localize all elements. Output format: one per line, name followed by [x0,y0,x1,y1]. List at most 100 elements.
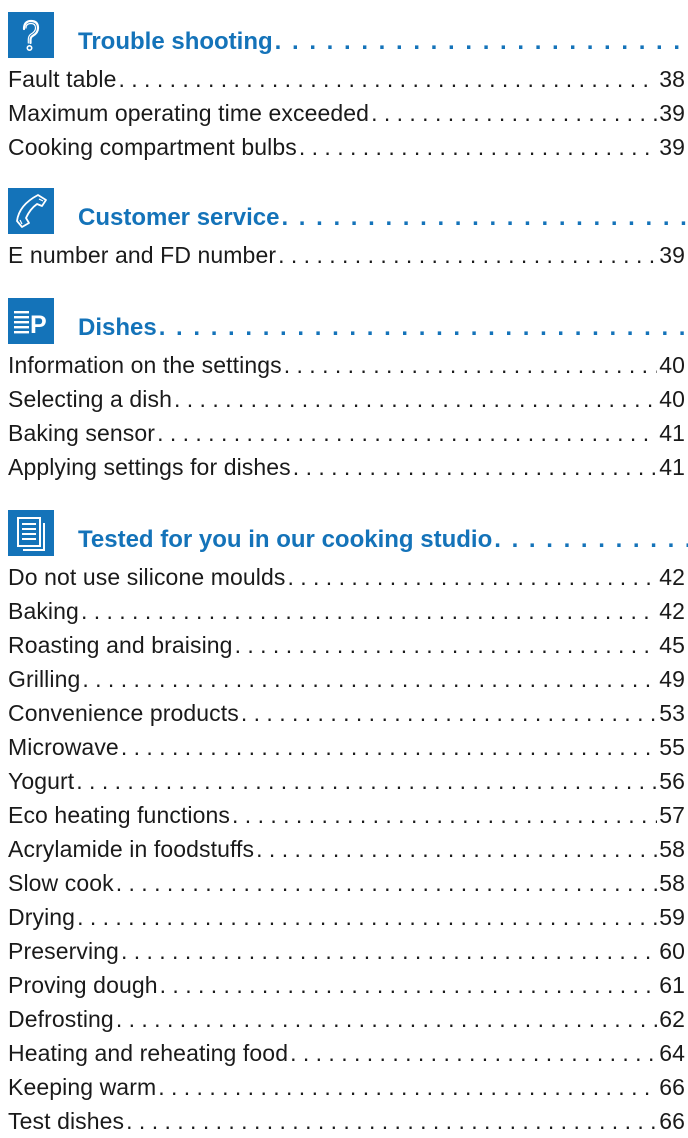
toc-entry[interactable]: Maximum operating time exceeded 39 [8,96,685,130]
entry-page-number: 59 [659,904,685,930]
toc-section: Customer service39 E number and FD number… [8,164,685,272]
section-heading[interactable]: P Dishes40 [8,286,685,344]
section-title: Trouble shooting [78,28,273,55]
section-heading-row: Customer service39 [78,204,688,232]
dot-leader [232,798,657,832]
entry-page-number: 66 [659,1108,685,1134]
section-spacer [8,484,685,498]
toc-entry[interactable]: Convenience products 53 [8,696,685,730]
dot-leader [119,62,658,96]
dot-leader [174,382,657,416]
section-heading-row: Tested for you in our cooking studio42 [78,526,688,554]
entry-label: Slow cook [8,870,114,896]
entry-label: E number and FD number [8,242,277,268]
toc-section: PDishes40 Information on the settings40Se… [8,272,685,484]
entry-label: Test dishes [8,1108,125,1134]
dot-leader [116,866,657,900]
dot-leader [126,1104,657,1138]
entry-page-number: 38 [659,66,685,92]
dot-leader [121,934,657,968]
toc-entry[interactable]: Heating and reheating food 64 [8,1036,685,1070]
entry-label: Roasting and braising [8,632,233,658]
entry-label: Preserving [8,938,119,964]
dot-leader [158,1070,657,1104]
entry-page-number: 53 [659,700,685,726]
entry-page-number: 57 [659,802,685,828]
entry-page-number: 58 [659,836,685,862]
toc-entry[interactable]: Microwave 55 [8,730,685,764]
entry-label: Keeping warm [8,1074,157,1100]
entry-page-number: 56 [659,768,685,794]
dot-leader [235,628,658,662]
entry-label: Maximum operating time exceeded [8,100,370,126]
dot-leader [290,1036,657,1070]
entry-label: Acrylamide in foodstuffs [8,836,255,862]
dot-leader [116,1002,657,1036]
entry-label: Information on the settings [8,352,282,378]
entry-label: Applying settings for dishes [8,454,291,480]
entry-label: Baking sensor [8,420,156,446]
section-title: Dishes [78,314,157,341]
toc-entry[interactable]: Defrosting 62 [8,1002,685,1036]
entry-page-number: 39 [659,100,685,126]
entry-label: Drying [8,904,76,930]
toc-section: Trouble shooting38 Fault table 38 Maximum o… [8,0,685,164]
dot-leader [82,662,657,696]
dot-leader [371,96,657,130]
toc-section: Tested for you in our cooking studio42Do… [8,484,685,1138]
entry-page-number: 58 [659,870,685,896]
dot-leader [256,832,657,866]
toc-entry[interactable]: Proving dough 61 [8,968,685,1002]
toc-entry[interactable]: Yogurt 56 [8,764,685,798]
question-mark-icon [8,12,54,58]
toc-entry[interactable]: Information on the settings 40 [8,348,685,382]
entry-label: Convenience products [8,700,239,726]
entry-page-number: 55 [659,734,685,760]
telephone-handset-icon [8,188,54,234]
toc-entry[interactable]: Roasting and braising 45 [8,628,685,662]
section-title: Customer service [78,204,280,231]
entry-page-number: 42 [659,564,685,590]
entry-page-number: 61 [659,972,685,998]
toc-entry[interactable]: Baking 42 [8,594,685,628]
toc-entry[interactable]: Drying 59 [8,900,685,934]
entry-page-number: 41 [659,420,685,446]
entry-label: Grilling [8,666,81,692]
dot-leader [76,764,657,798]
toc-entry[interactable]: E number and FD number 39 [8,238,685,272]
section-heading-row: Dishes40 [78,314,688,342]
dot-leader [284,348,657,382]
toc-entry[interactable]: Do not use silicone moulds 42 [8,560,685,594]
dot-leader [281,204,688,232]
toc-entry[interactable]: Test dishes 66 [8,1104,685,1138]
section-title: Tested for you in our cooking studio [78,526,493,553]
entry-page-number: 39 [659,134,685,160]
section-heading[interactable]: Tested for you in our cooking studio42 [8,498,685,556]
toc-entry[interactable]: Keeping warm 66 [8,1070,685,1104]
section-spacer [8,164,685,178]
dot-leader [160,968,658,1002]
dot-leader [121,730,657,764]
dot-leader [77,900,657,934]
entry-label: Fault table [8,66,117,92]
toc-entry[interactable]: Slow cook 58 [8,866,685,900]
toc-entry[interactable]: Fault table 38 [8,62,685,96]
toc-entry[interactable]: Acrylamide in foodstuffs 58 [8,832,685,866]
dot-leader [293,450,657,484]
toc-entry[interactable]: Baking sensor 41 [8,416,685,450]
entry-label: Proving dough [8,972,158,998]
toc-entry[interactable]: Eco heating functions 57 [8,798,685,832]
toc-entry[interactable]: Cooking compartment bulbs 39 [8,130,685,164]
section-heading-row: Trouble shooting38 [78,28,688,56]
dot-leader [81,594,657,628]
toc-entry[interactable]: Applying settings for dishes 41 [8,450,685,484]
table-of-contents: Trouble shooting38 Fault table 38 Maximum o… [8,0,685,1138]
entry-page-number: 41 [659,454,685,480]
section-heading[interactable]: Trouble shooting38 [8,0,685,58]
entry-label: Baking [8,598,79,624]
toc-entry[interactable]: Selecting a dish 40 [8,382,685,416]
toc-entry[interactable]: Preserving 60 [8,934,685,968]
entry-label: Do not use silicone moulds [8,564,286,590]
toc-entry[interactable]: Grilling 49 [8,662,685,696]
section-heading[interactable]: Customer service39 [8,178,685,234]
